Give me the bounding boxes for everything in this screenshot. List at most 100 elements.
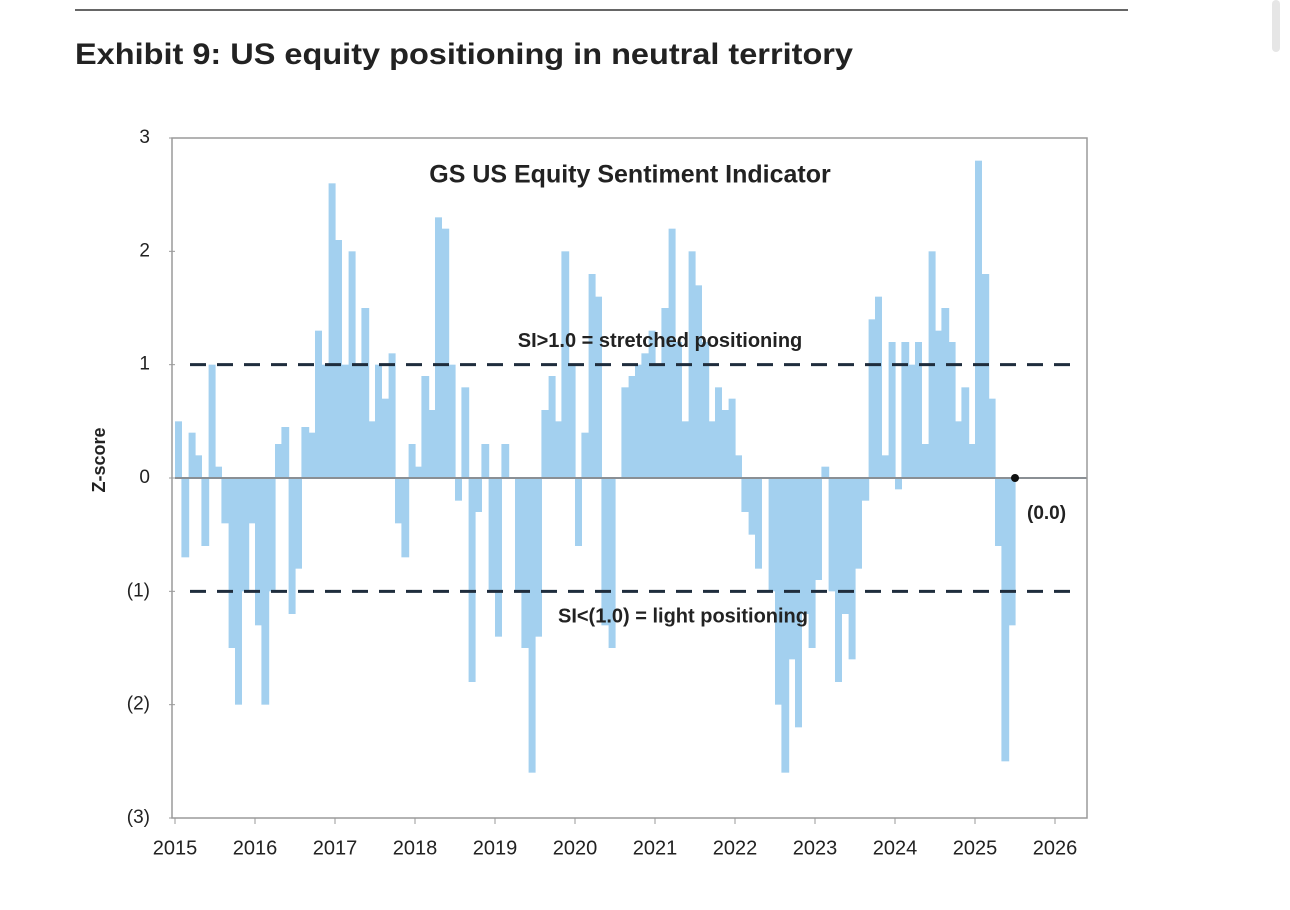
bar (361, 308, 370, 478)
scrollbar (1272, 0, 1280, 52)
bar (941, 308, 950, 478)
bar (475, 478, 482, 512)
plot-frame (171, 137, 1088, 819)
bar (595, 296, 602, 478)
x-tick-label: 2015 (153, 837, 198, 859)
bar (541, 410, 550, 478)
bar (668, 228, 676, 478)
bar (741, 478, 750, 512)
bar (975, 160, 982, 478)
bar (321, 364, 330, 478)
bar (208, 364, 216, 478)
bar (755, 478, 762, 569)
chart-title: GS US Equity Sentiment Indicator (429, 161, 831, 189)
bar (588, 274, 596, 478)
bar (748, 478, 756, 535)
bar (501, 444, 510, 478)
bar (688, 251, 696, 478)
bar (881, 455, 890, 478)
bar (555, 421, 562, 478)
bar (781, 478, 790, 773)
bar (495, 478, 502, 637)
bar (355, 364, 362, 478)
bar (201, 478, 210, 546)
bar (381, 398, 390, 478)
bar (401, 478, 410, 558)
y-tick-label: (3) (127, 807, 150, 828)
bar (241, 478, 250, 592)
bar (701, 342, 710, 478)
bar (948, 342, 956, 478)
bar (175, 421, 182, 478)
x-tick-label: 2022 (713, 837, 758, 859)
bar (908, 364, 916, 478)
bar (488, 478, 496, 592)
bar (295, 478, 302, 569)
bar (335, 240, 342, 478)
bar (528, 478, 536, 773)
bar (815, 478, 822, 580)
bar (695, 285, 702, 478)
bar (788, 478, 796, 660)
bar (855, 478, 862, 569)
bar (548, 376, 556, 478)
bar (961, 387, 970, 478)
bar (428, 410, 436, 478)
x-tick-label: 2016 (233, 837, 278, 859)
bar (261, 478, 270, 705)
bar (1001, 478, 1010, 762)
bar (935, 330, 942, 478)
y-tick-label: 3 (139, 127, 150, 148)
bar (181, 478, 190, 558)
bar (608, 478, 616, 648)
bar (875, 296, 882, 478)
bar (621, 387, 630, 478)
bar (675, 342, 682, 478)
bar (228, 478, 236, 648)
bar (841, 478, 850, 614)
bar (421, 376, 430, 478)
bar (655, 364, 662, 478)
bar (821, 466, 830, 478)
bar (988, 398, 996, 478)
bar (375, 364, 382, 478)
x-tick-label: 2020 (553, 837, 598, 859)
last-point (1011, 474, 1019, 482)
y-tick-label: 2 (139, 240, 150, 261)
last-point-label: (0.0) (1027, 503, 1066, 524)
bar (715, 387, 722, 478)
bar (601, 478, 610, 626)
bar (188, 432, 196, 478)
threshold-label: SI>1.0 = stretched positioning (518, 330, 803, 352)
bar (461, 387, 470, 478)
bar (341, 364, 350, 478)
y-tick-label: (2) (127, 694, 150, 715)
y-tick-label: 1 (139, 354, 150, 375)
bar (281, 427, 290, 478)
bar (681, 421, 690, 478)
bar (248, 478, 256, 524)
bar (708, 421, 716, 478)
bar (275, 444, 282, 478)
bar (808, 478, 816, 648)
bar (521, 478, 530, 648)
bar (901, 342, 910, 478)
bar (441, 228, 450, 478)
bar (728, 398, 736, 478)
bar (868, 319, 876, 478)
bar (368, 421, 376, 478)
bar (1008, 478, 1016, 626)
bar (255, 478, 262, 626)
bar (801, 478, 810, 614)
bar (848, 478, 856, 660)
bar (448, 364, 456, 478)
bar (835, 478, 842, 682)
bar (641, 353, 650, 478)
x-tick-label: 2018 (393, 837, 438, 859)
bar (955, 421, 962, 478)
bar (268, 478, 276, 592)
bar (215, 466, 222, 478)
x-tick-label: 2019 (473, 837, 518, 859)
bar (968, 444, 976, 478)
